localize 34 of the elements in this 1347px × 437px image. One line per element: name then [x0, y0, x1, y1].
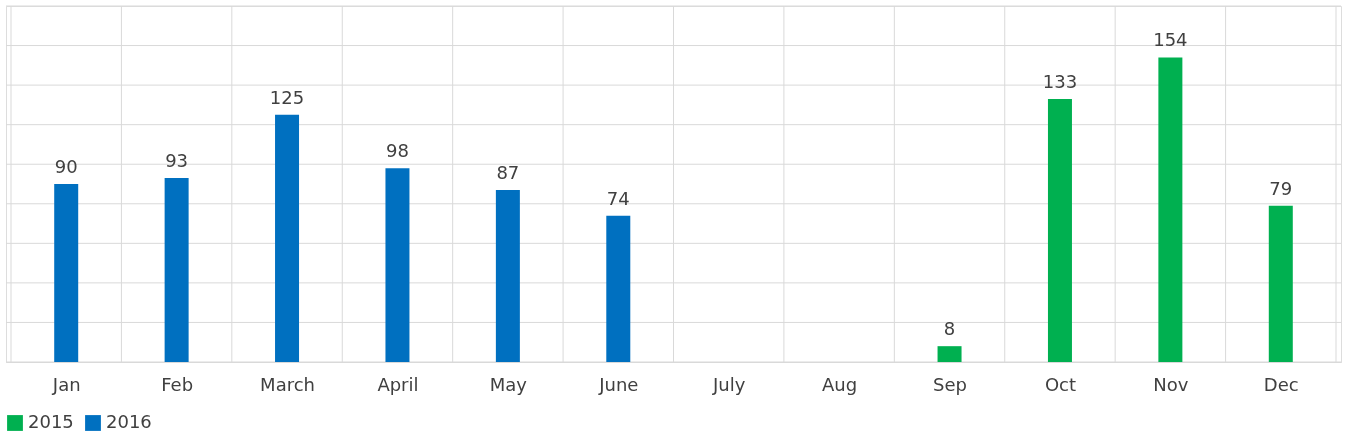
- data-label: 133: [1042, 70, 1078, 92]
- data-label: 87: [496, 161, 520, 183]
- data-label: 125: [269, 86, 305, 108]
- data-label: 154: [1153, 29, 1188, 51]
- x-tick-label: April: [377, 373, 419, 395]
- data-label: 79: [1269, 177, 1293, 199]
- x-tick-label: Aug: [822, 373, 858, 395]
- x-tick-label: July: [712, 373, 746, 395]
- bar: [1268, 205, 1293, 362]
- data-label: 98: [386, 140, 409, 162]
- x-tick-label: Oct: [1044, 373, 1077, 395]
- data-label: 90: [54, 156, 78, 177]
- bar: [1158, 57, 1183, 362]
- x-tick-label: Feb: [161, 373, 194, 395]
- x-tick-label: Dec: [1263, 373, 1299, 395]
- data-label: 8: [943, 318, 956, 340]
- legend-label: 2015: [28, 411, 74, 432]
- x-tick-label: Sep: [933, 373, 968, 395]
- bar: [1047, 98, 1072, 362]
- bar: [606, 215, 631, 362]
- x-tick-label: June: [598, 373, 639, 395]
- x-tick-label: Nov: [1153, 373, 1189, 395]
- bar: [164, 178, 189, 362]
- x-tick-label: March: [260, 373, 315, 395]
- x-tick-label: May: [489, 373, 528, 395]
- bar: [275, 114, 300, 362]
- bar: [937, 346, 962, 362]
- bar: [385, 168, 410, 362]
- data-label: 74: [606, 187, 630, 209]
- legend-label: 2016: [106, 411, 152, 432]
- data-label: 93: [165, 150, 189, 172]
- x-tick-label: Jan: [51, 373, 81, 395]
- bar: [495, 189, 520, 362]
- bar: [54, 184, 79, 362]
